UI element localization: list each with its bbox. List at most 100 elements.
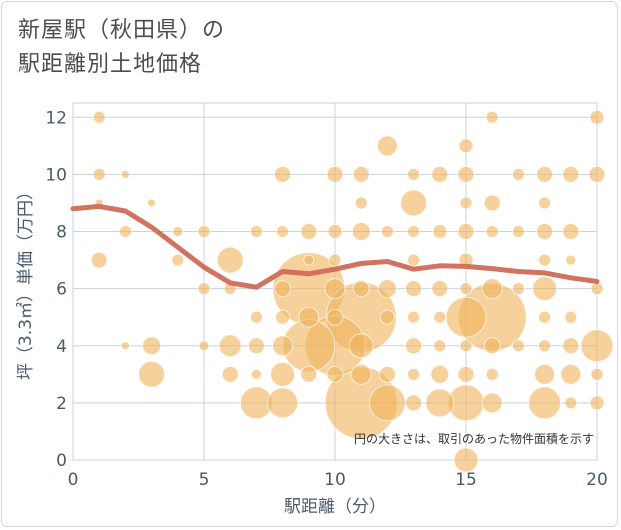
bubble-point [407, 253, 421, 267]
bubble-point [565, 254, 577, 266]
x-tick-label: 20 [586, 470, 608, 490]
bubble-point [564, 310, 578, 324]
bubble-point [197, 282, 211, 296]
bubble-point [483, 337, 501, 355]
bubble-point [433, 310, 447, 324]
bubble-point [459, 282, 473, 296]
bubble-point [376, 135, 398, 157]
bubble-point [425, 388, 455, 418]
bubble-point [300, 365, 318, 383]
bubble-point [483, 194, 501, 212]
bubble-point [457, 165, 475, 183]
bubble-point [400, 189, 428, 217]
bubble-point [457, 223, 475, 241]
bubble-point [459, 339, 473, 353]
bubble-point [457, 365, 475, 383]
bubble-point [92, 110, 106, 124]
x-tick-label: 5 [199, 470, 210, 490]
bubble-point [249, 310, 263, 324]
bubble-point [267, 387, 299, 419]
bubble-point [92, 167, 106, 181]
bubble-point [377, 279, 397, 299]
y-tick-label: 8 [56, 223, 67, 243]
bubble-point [90, 251, 108, 269]
bubble-point [562, 165, 580, 183]
x-tick-label: 0 [68, 470, 79, 490]
y-tick-label: 2 [56, 394, 67, 414]
bubble-point [326, 308, 344, 326]
bubble-point [485, 110, 499, 124]
bubble-point [275, 309, 291, 325]
bubble-point [589, 395, 605, 411]
bubble-point [368, 384, 406, 422]
bubble-point [118, 225, 132, 239]
bubble-point [433, 339, 447, 353]
bubble-point [538, 339, 552, 353]
title-line-1: 新屋駅（秋田県）の [18, 18, 226, 43]
y-tick-label: 12 [45, 108, 67, 128]
bubble-point [431, 280, 449, 298]
bubble-point [532, 276, 558, 302]
bubble-point [147, 198, 157, 208]
bubble-point [197, 225, 211, 239]
bubble-point [198, 340, 210, 352]
axis-ticks: 0 5 10 15 20 0 2 4 6 8 10 12 [45, 108, 607, 490]
bubble-point [326, 165, 344, 183]
bubble-point [350, 363, 372, 385]
y-axis-label: 坪（3.3㎡）単価（万円） [16, 183, 36, 380]
x-tick-label: 15 [455, 470, 477, 490]
chart-title: 新屋駅（秋田県）の 駅距離別土地価格 [18, 14, 225, 82]
bubble-point [138, 360, 166, 388]
bubble-point [538, 196, 552, 210]
bubble-point [405, 337, 423, 355]
bubble-point [354, 196, 368, 210]
bubble-point [348, 333, 374, 359]
bubble-point [380, 225, 394, 239]
bubble-point [247, 337, 265, 355]
bubble-point [407, 310, 421, 324]
bubble-point [511, 167, 525, 181]
bubble-point [536, 165, 554, 183]
bubble-point [590, 367, 604, 381]
bubble-point [351, 222, 371, 242]
bubble-point [216, 246, 244, 274]
bubble-point [221, 365, 239, 383]
bubble-point [432, 224, 448, 240]
bubble-point [431, 165, 449, 183]
bubble-point [352, 165, 370, 183]
bubble-point [379, 309, 395, 325]
trend-line [70, 203, 600, 290]
bubble-point [405, 280, 423, 298]
bubble-series [90, 109, 614, 473]
bubble-point [590, 282, 604, 296]
bubble-point [324, 278, 346, 300]
bubble-point [272, 335, 294, 357]
y-tick-label: 6 [56, 280, 67, 300]
bubble-point [303, 254, 315, 266]
bubble-point [481, 278, 503, 300]
bubble-point [560, 363, 582, 385]
bubble-point [511, 225, 525, 239]
bubble-point [142, 336, 162, 356]
bubble-point [407, 367, 421, 381]
bubble-point [218, 334, 242, 358]
bubble-point [270, 361, 296, 387]
bubble-point [378, 365, 396, 383]
bubble-point [485, 367, 499, 381]
bubble-point [250, 368, 262, 380]
bubble-point [589, 109, 605, 125]
bubble-point [528, 386, 562, 420]
bubble-point [405, 394, 423, 412]
bubble-point [276, 225, 290, 239]
bubble-point [407, 225, 421, 239]
bubble-point [171, 253, 185, 267]
bubble-point [580, 329, 614, 363]
bubble-point [458, 138, 474, 154]
y-tick-label: 4 [56, 337, 67, 357]
bubble-point [511, 339, 525, 353]
bubble-point [328, 253, 342, 267]
bubble-point [249, 225, 263, 239]
size-annotation: 円の大きさは、取引のあった物件面積を示す [354, 431, 594, 446]
bubble-point [538, 253, 552, 267]
y-tick-label: 0 [56, 451, 67, 471]
